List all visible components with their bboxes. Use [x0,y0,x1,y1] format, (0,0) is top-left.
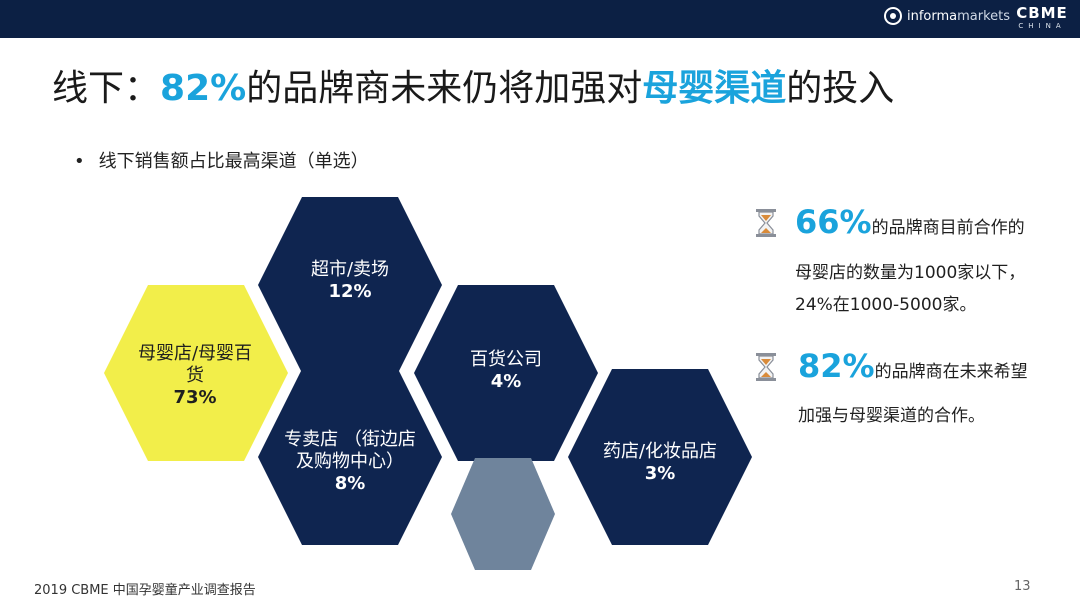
hexagon-specialty-store [258,369,442,545]
hexagon-label-supermarket: 超市/卖场 12% [280,259,420,303]
informa-logo-light: markets [957,8,1011,24]
hexagon-pharmacy [568,369,752,545]
stat-1-line3: 24%在1000-5000家。 [795,295,977,315]
stat-1-line2: 母婴店的数量为1000家以下， [795,263,1026,283]
top-header-bar: informa markets CBME CHINA [0,0,1080,38]
hourglass-icon [756,209,776,237]
hexagon-baby-store [104,285,288,461]
hexagon-decorative [451,458,555,570]
slide-title: 线下：82%的品牌商未来仍将加强对母婴渠道的投入 [52,66,894,112]
hexagon-supermarket [258,197,442,373]
hexagon-name: 超市/卖场 [310,259,390,280]
hexagon-label-baby-store: 母婴店/母婴百货 73% [130,343,260,409]
cbme-logo-text: CBME [1016,4,1068,22]
hexagon-name: 母婴店/母婴百货 [137,343,253,386]
hexagon-percent: 12% [328,281,372,302]
informa-logo-bold: informa [907,8,958,24]
title-suffix: 的投入 [786,68,895,109]
hexagon-percent: 73% [173,387,217,408]
cbme-logo: CBME CHINA [1014,5,1070,31]
title-middle: 的品牌商未来仍将加强对 [246,68,643,109]
informa-logo-icon [884,7,902,25]
hexagon-label-department-store: 百货公司 4% [436,349,576,393]
slide-subtitle: • 线下销售额占比最高渠道（单选） [74,147,369,173]
stat-1-line1: 的品牌商目前合作的 [871,218,1025,238]
hexagon-department-store [414,285,598,461]
bullet-icon: • [74,151,85,172]
title-highlight-percent: 82% [160,68,247,109]
stat-2-line1: 的品牌商在未来希望 [874,362,1028,382]
stat-2-line2: 加强与母婴渠道的合作。 [798,406,985,426]
hexagon-label-pharmacy: 药店/化妆品店 3% [585,441,735,485]
hexagon-label-specialty-store: 专卖店 （街边店及购物中心） 8% [282,429,418,495]
page-number: 13 [1014,579,1031,594]
informa-markets-logo: informa markets [884,7,1010,25]
hourglass-icon [756,353,776,381]
subtitle-text: 线下销售额占比最高渠道（单选） [98,151,369,172]
stat-1-headline: 66%的品牌商目前合作的 [795,203,1025,241]
stat-2-value: 82% [798,347,875,385]
hexagon-percent: 8% [334,473,366,494]
hexagon-percent: 3% [644,463,676,484]
cbme-logo-subtext: CHINA [1018,22,1066,30]
hexagon-percent: 4% [490,371,522,392]
title-highlight-channel: 母婴渠道 [642,68,787,109]
hexagon-name: 百货公司 [470,349,542,370]
title-prefix: 线下： [52,68,161,109]
footer-report-name: 2019 CBME 中国孕婴童产业调查报告 [34,583,256,598]
stat-1-value: 66% [795,203,872,241]
hexagon-name: 专卖店 （街边店及购物中心） [284,429,416,472]
hexagon-name: 药店/化妆品店 [602,441,718,462]
stat-2-headline: 82%的品牌商在未来希望 [798,347,1028,385]
